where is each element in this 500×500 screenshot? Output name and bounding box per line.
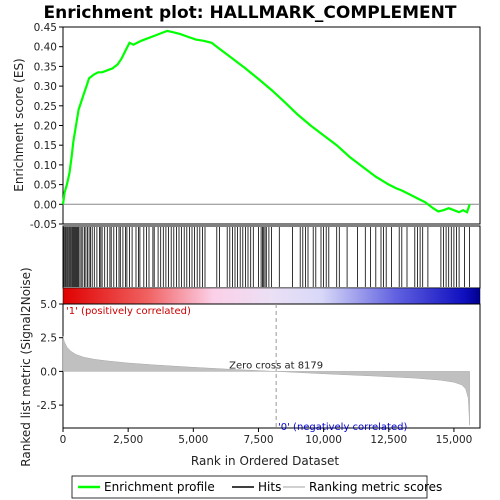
zero-cross-label: Zero cross at 8179 — [229, 360, 323, 371]
rank-colorbar — [63, 288, 480, 304]
legend-label-hits: Hits — [258, 480, 281, 494]
metric-y-tick-label: 5.0 — [40, 299, 57, 311]
negative-correlation-label: '0' (negatively correlated) — [278, 422, 407, 433]
x-tick-label: 15,000 — [436, 434, 473, 446]
x-tick-label: 12,500 — [370, 434, 407, 446]
es-y-tick-label: 0.45 — [34, 22, 57, 34]
es-y-tick-label: 0.00 — [34, 199, 57, 211]
metric-y-axis: 5.0 2.5 0.0 -2.5 — [37, 299, 64, 412]
x-axis-label: Rank in Ordered Dataset — [191, 454, 339, 468]
es-y-axis-label: Enrichment score (ES) — [12, 58, 26, 191]
es-y-tick-label: 0.40 — [34, 42, 57, 54]
es-y-axis: -0.05 0.00 0.05 0.10 0.15 0.20 0.25 0.30 0.35 0.4… — [30, 22, 63, 231]
metric-y-axis-label: Ranked list metric (Signal2Noise) — [19, 267, 33, 466]
x-tick-label: 5,000 — [178, 434, 208, 446]
x-tick-label: 0 — [60, 434, 67, 446]
es-y-tick-label: 0.10 — [34, 160, 57, 172]
x-tick-label: 10,000 — [305, 434, 342, 446]
x-tick-label: 2,500 — [113, 434, 143, 446]
es-y-tick-label: -0.05 — [30, 219, 57, 231]
hits-panel — [63, 226, 480, 288]
es-y-tick-label: 0.35 — [34, 61, 57, 73]
legend-label-metric: Ranking metric scores — [309, 480, 442, 494]
x-tick-label: 7,500 — [243, 434, 273, 446]
es-y-tick-label: 0.30 — [34, 81, 57, 93]
positive-correlation-label: '1' (positively correlated) — [66, 306, 191, 317]
x-axis: 0 2,500 5,000 7,500 10,000 12,500 15,000 — [60, 428, 473, 446]
es-y-tick-label: 0.25 — [34, 101, 57, 113]
es-plot-frame — [63, 27, 480, 224]
es-y-tick-label: 0.20 — [34, 121, 57, 133]
metric-y-tick-label: -2.5 — [37, 400, 58, 412]
metric-y-tick-label: 0.0 — [40, 366, 57, 378]
es-y-tick-label: 0.05 — [34, 180, 57, 192]
metric-y-tick-label: 2.5 — [40, 333, 57, 345]
es-panel: -0.05 0.00 0.05 0.10 0.15 0.20 0.25 0.30 0.35 0.4… — [12, 22, 480, 231]
legend: Enrichment profile Hits Ranking metric s… — [72, 476, 442, 498]
chart-title: Enrichment plot: HALLMARK_COMPLEMENT — [43, 3, 456, 23]
es-y-tick-label: 0.15 — [34, 140, 57, 152]
legend-label-enrichment: Enrichment profile — [104, 480, 215, 494]
